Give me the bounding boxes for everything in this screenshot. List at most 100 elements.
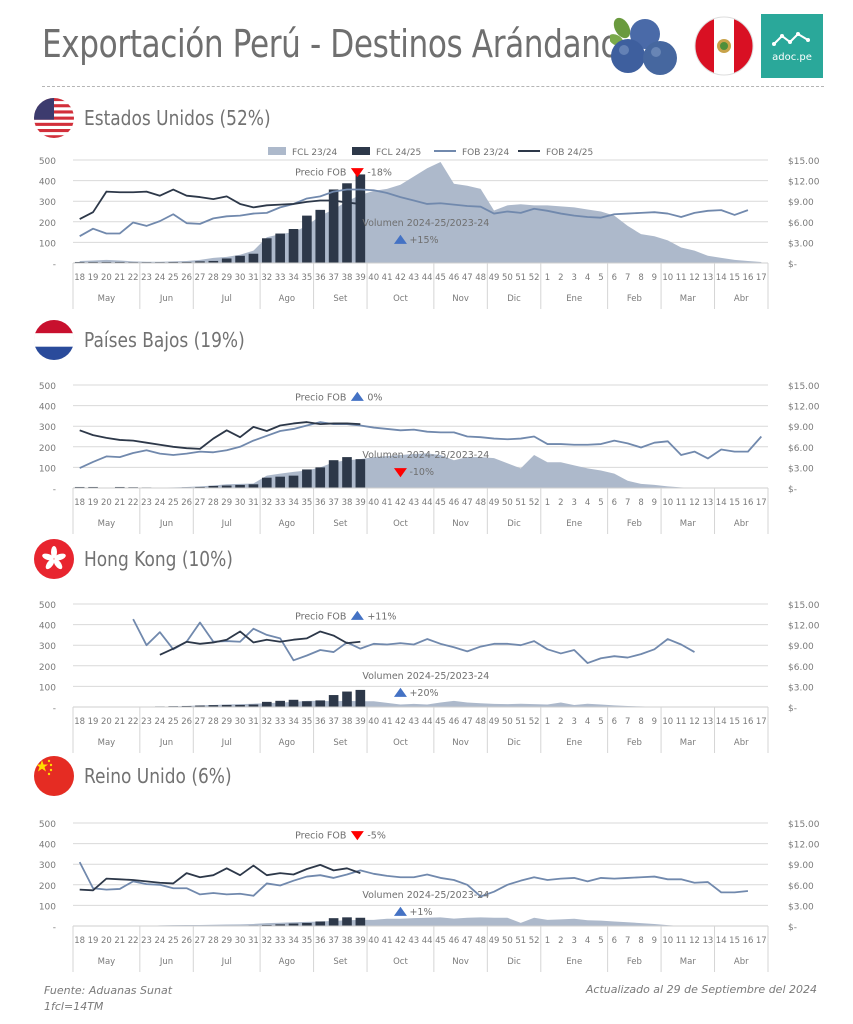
china-flag-icon: [34, 756, 74, 796]
x-week-label: 7: [625, 273, 630, 283]
x-week-label: 19: [88, 717, 99, 727]
x-week-label: 48: [475, 273, 486, 283]
bar-fcl-2425: [328, 918, 339, 926]
legend-swatch-fcl-2324: [268, 147, 286, 155]
x-month-label: Jun: [159, 738, 173, 748]
legend-label-fcl-2324: FCL 23/24: [292, 148, 338, 158]
x-week-label: 15: [729, 498, 740, 508]
footer-updated: Actualizado al 29 de Septiembre del 2024: [585, 983, 817, 996]
y-tick-label: 400: [39, 403, 56, 413]
bar-fcl-2425: [275, 700, 285, 707]
x-month-label: Abr: [734, 957, 749, 967]
price-annotation-label: Precio FOB: [295, 831, 346, 842]
x-month-label: Jul: [221, 738, 232, 748]
y2-tick-label: $12.00: [788, 178, 820, 188]
y-tick-label: 300: [39, 642, 56, 652]
x-week-label: 24: [154, 273, 165, 283]
bar-fcl-2425: [248, 704, 259, 707]
x-week-label: 46: [448, 273, 459, 283]
triangle-up-icon: [350, 610, 364, 620]
x-week-label: 24: [154, 936, 165, 946]
bar-fcl-2425: [328, 189, 339, 263]
x-week-label: 19: [88, 498, 99, 508]
x-week-label: 4: [585, 717, 590, 727]
x-month-label: Ago: [279, 957, 295, 967]
x-week-label: 17: [756, 717, 767, 727]
x-week-label: 41: [382, 936, 393, 946]
triangle-up-icon: [393, 234, 407, 244]
bar-fcl-2425: [342, 917, 352, 926]
x-month-label: Abr: [734, 519, 749, 529]
x-week-label: 51: [515, 498, 526, 508]
footer-note: 1fcl=14TM: [44, 1000, 104, 1013]
x-month-label: Nov: [452, 519, 469, 529]
x-month-label: Ene: [566, 519, 582, 529]
x-week-label: 38: [342, 717, 353, 727]
x-week-label: 8: [638, 273, 643, 283]
x-month-label: Dic: [507, 738, 521, 748]
x-week-label: 20: [101, 936, 112, 946]
x-month-label: Set: [333, 294, 348, 304]
x-week-label: 43: [408, 936, 419, 946]
x-week-label: 14: [716, 717, 727, 727]
bar-fcl-2425: [275, 233, 285, 263]
x-week-label: 27: [195, 936, 206, 946]
x-week-label: 49: [489, 498, 500, 508]
x-week-label: 49: [489, 273, 500, 283]
x-week-label: 12: [689, 936, 700, 946]
x-week-label: 34: [288, 498, 299, 508]
x-week-label: 11: [676, 717, 687, 727]
bar-fcl-2425: [288, 475, 299, 488]
x-month-label: Nov: [452, 294, 469, 304]
x-week-label: 20: [101, 717, 112, 727]
x-month-label: Abr: [734, 294, 749, 304]
x-month-label: Dic: [507, 957, 521, 967]
y-tick-label: 100: [39, 683, 56, 693]
y-tick-label: 300: [39, 198, 56, 208]
x-week-label: 16: [743, 717, 754, 727]
x-week-label: 7: [625, 717, 630, 727]
volume-annotation-change: +1%: [409, 907, 432, 918]
x-week-label: 27: [195, 498, 206, 508]
volume-annotation-change: -10%: [409, 467, 434, 478]
x-month-label: May: [98, 294, 116, 304]
price-annotation-change: -5%: [367, 831, 386, 842]
x-week-label: 45: [435, 936, 446, 946]
y2-tick-label: $3.00: [788, 464, 814, 474]
x-week-label: 50: [502, 717, 513, 727]
x-month-label: Jul: [221, 957, 232, 967]
bar-fcl-2425: [288, 699, 299, 707]
x-week-label: 46: [448, 936, 459, 946]
x-week-label: 36: [315, 936, 326, 946]
x-week-label: 41: [382, 717, 393, 727]
line-fob-2324: [79, 188, 749, 238]
section-header-hong-kong: Hong Kong (10%): [34, 537, 259, 581]
x-month-label: Mar: [680, 738, 697, 748]
x-week-label: 26: [181, 273, 192, 283]
x-week-label: 15: [729, 717, 740, 727]
x-week-label: 46: [448, 717, 459, 727]
x-week-label: 20: [101, 498, 112, 508]
x-week-label: 31: [248, 717, 259, 727]
x-week-label: 20: [101, 273, 112, 283]
line-fob-2324: [78, 861, 749, 898]
x-month-label: Jul: [221, 519, 232, 529]
bar-fcl-2425: [74, 486, 85, 488]
bar-fcl-2425: [355, 174, 366, 263]
x-week-label: 25: [168, 936, 179, 946]
x-week-label: 52: [529, 717, 540, 727]
line-fob-2425: [79, 421, 361, 450]
x-week-label: 9: [652, 273, 657, 283]
x-week-label: 49: [489, 717, 500, 727]
section-title-hong-kong: Hong Kong (10%): [84, 547, 233, 571]
x-week-label: 6: [612, 717, 617, 727]
volume-annotation-change: +20%: [409, 688, 438, 699]
x-month-label: Feb: [627, 738, 642, 748]
bar-fcl-2425: [261, 924, 272, 926]
y-tick-label: 400: [39, 178, 56, 188]
y-tick-label: 200: [39, 219, 56, 229]
bar-fcl-2425: [221, 704, 232, 707]
y2-tick-label: $15.00: [788, 820, 820, 830]
x-week-label: 30: [235, 717, 246, 727]
x-week-label: 24: [154, 498, 165, 508]
